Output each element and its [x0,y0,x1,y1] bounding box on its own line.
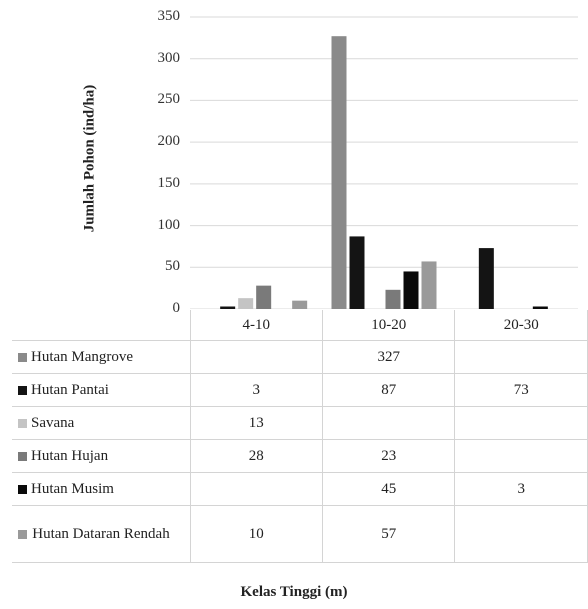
data-label: 23 [321,439,456,473]
bar [385,289,401,309]
data-label: 3 [189,373,323,407]
y-tick-label: 200 [157,133,181,150]
series-name: Savana [31,414,75,431]
bar [220,306,236,309]
bar [331,36,347,309]
y-tick-label: 350 [157,8,181,24]
data-label: 57 [321,505,456,563]
y-tick-label: 50 [165,258,180,275]
bar-chart [190,16,578,309]
series-name: Hutan Dataran Rendah [32,525,170,542]
gridlines [190,16,578,309]
table-row: Savana 13 [12,406,588,440]
table-row: Hutan Musim 45 3 [12,472,588,506]
series-name: Hutan Hujan [31,447,109,464]
y-tick-label: 0 [172,300,181,316]
legend-entry: Savana [12,406,191,440]
data-label [454,406,588,440]
bar [292,300,308,309]
legend-entry: Hutan Mangrove [12,340,191,374]
data-table: 4-10 10-20 20-30 Hutan Mangrove 327 Hutan Pan… [12,310,588,563]
bar [238,298,254,309]
table-row: Hutan Dataran Rendah 10 57 [12,505,588,563]
bar [403,271,419,309]
y-tick-label: 100 [157,216,181,233]
bar [349,236,365,309]
data-label [189,340,323,374]
data-label [454,340,588,374]
data-label [189,472,323,506]
table-row: Hutan Hujan 28 23 [12,439,588,473]
legend-swatch [18,418,27,428]
data-label [321,406,456,440]
legend-entry: Hutan Pantai [12,373,191,407]
category-label: 10-20 [321,310,456,341]
y-axis-label: Jumlah Pohon (ind/ha) [81,84,98,233]
y-tick-label: 300 [157,49,181,66]
legend-swatch [18,352,27,362]
table-row: Hutan Mangrove 327 [12,340,588,374]
legend-swatch [18,484,27,494]
table-row: Hutan Pantai 3 87 73 [12,373,588,407]
data-label: 327 [321,340,456,374]
data-label: 28 [189,439,323,473]
series-name: Hutan Pantai [31,381,109,398]
y-tick-label: 250 [157,91,181,108]
series-name: Hutan Mangrove [31,348,134,365]
data-label: 13 [189,406,323,440]
data-label: 45 [321,472,456,506]
legend-entry: Hutan Dataran Rendah [12,505,191,563]
data-label: 73 [454,373,588,407]
bar [478,248,494,309]
series-name: Hutan Musim [31,480,114,497]
bar [421,261,437,309]
legend-swatch [18,451,27,461]
data-label [454,439,588,473]
category-label: 20-30 [454,310,588,341]
data-label: 3 [454,472,588,506]
legend-entry: Hutan Hujan [12,439,191,473]
data-label: 10 [189,505,323,563]
x-axis-label: Kelas Tinggi (m) [240,584,348,600]
bar [256,285,272,309]
bar [532,306,548,309]
y-tick-label: 150 [157,174,181,191]
legend-swatch [18,529,27,539]
data-label [454,505,588,563]
legend-swatch [18,385,27,395]
bars [220,36,548,309]
category-label: 4-10 [189,310,323,341]
data-label: 87 [321,373,456,407]
legend-entry: Hutan Musim [12,472,191,506]
